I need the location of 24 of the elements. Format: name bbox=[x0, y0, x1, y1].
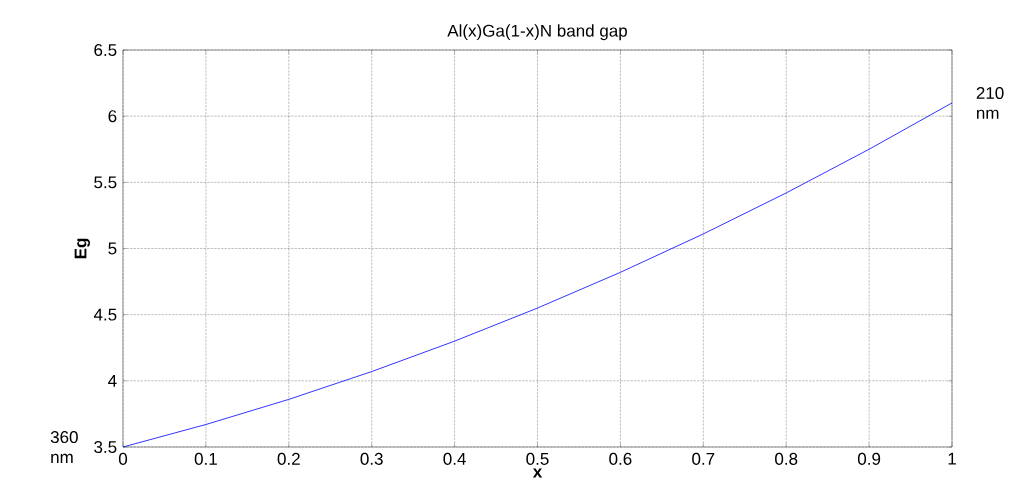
y-tick-label: 5 bbox=[108, 242, 117, 255]
x-tick-label: 0.3 bbox=[360, 452, 383, 465]
x-tick-label: 0.5 bbox=[526, 452, 549, 465]
x-tick-label: 0.7 bbox=[692, 452, 715, 465]
x-tick-label: 0.1 bbox=[194, 452, 217, 465]
y-axis-title: Eg bbox=[74, 238, 90, 259]
y-tick-label: 5.5 bbox=[94, 176, 117, 189]
annotation: 360 nm bbox=[50, 431, 78, 463]
x-tick-label: 1 bbox=[948, 452, 956, 465]
x-tick-label: 0.4 bbox=[443, 452, 466, 465]
x-tick-label: 0.8 bbox=[775, 452, 798, 465]
x-tick-label: 0.2 bbox=[277, 452, 300, 465]
y-tick-label: 3.5 bbox=[94, 440, 117, 454]
x-tick-label: 0.9 bbox=[857, 452, 881, 465]
x-axis-title: x bbox=[532, 468, 543, 478]
y-tick-label: 4 bbox=[108, 374, 117, 387]
x-tick-label: 0 bbox=[118, 452, 128, 465]
annotation: 210 nm bbox=[976, 87, 1004, 119]
y-tick-label: 6 bbox=[108, 110, 117, 123]
line-series bbox=[122, 102, 953, 448]
y-tick-label: 4.5 bbox=[93, 308, 117, 321]
y-tick-label: 6.5 bbox=[94, 43, 117, 57]
x-tick-label: 0.6 bbox=[609, 452, 632, 465]
chart-title: Al(x)Ga(1-x)N band gap bbox=[447, 24, 627, 41]
